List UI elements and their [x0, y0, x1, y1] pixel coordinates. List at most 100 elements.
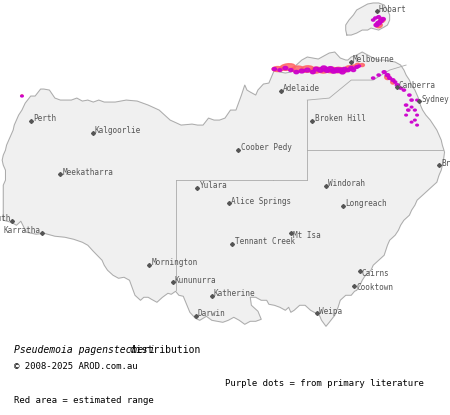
Ellipse shape [377, 16, 381, 18]
Text: Pseudemoia pagenstecheri: Pseudemoia pagenstecheri [14, 345, 154, 355]
Ellipse shape [355, 63, 360, 67]
Ellipse shape [310, 71, 315, 74]
Ellipse shape [321, 66, 327, 70]
Ellipse shape [376, 21, 382, 25]
Ellipse shape [272, 68, 277, 71]
Ellipse shape [405, 114, 407, 116]
Ellipse shape [399, 87, 402, 89]
Ellipse shape [350, 65, 357, 69]
Ellipse shape [377, 74, 380, 76]
Text: Tennant Creek: Tennant Creek [234, 237, 295, 246]
Ellipse shape [416, 99, 418, 101]
Text: Red area = estimated range: Red area = estimated range [14, 395, 153, 405]
Text: Coober Pedy: Coober Pedy [241, 144, 292, 152]
Ellipse shape [372, 77, 375, 79]
Text: Windorah: Windorah [328, 179, 365, 188]
Text: distribution: distribution [124, 345, 200, 355]
Text: Katherine: Katherine [214, 289, 255, 298]
Ellipse shape [374, 23, 379, 27]
Text: Sydney: Sydney [422, 95, 449, 104]
Ellipse shape [379, 18, 385, 22]
Text: Broken Hill: Broken Hill [315, 114, 365, 123]
Ellipse shape [313, 67, 319, 71]
Text: Kununurra: Kununurra [175, 276, 216, 285]
Ellipse shape [340, 70, 345, 74]
Ellipse shape [391, 79, 395, 81]
Ellipse shape [294, 71, 299, 74]
Text: Darwin: Darwin [198, 309, 226, 318]
Ellipse shape [402, 89, 405, 91]
Text: Cairns: Cairns [362, 269, 390, 278]
Text: Kalgoorlie: Kalgoorlie [95, 126, 141, 135]
Ellipse shape [393, 81, 397, 83]
Text: © 2008-2025 AROD.com.au: © 2008-2025 AROD.com.au [14, 362, 137, 371]
Text: Karratha: Karratha [3, 226, 40, 235]
Text: Mt Isa: Mt Isa [293, 230, 321, 239]
Ellipse shape [331, 69, 337, 73]
Text: Brisbane: Brisbane [441, 159, 450, 168]
Ellipse shape [374, 17, 377, 19]
Ellipse shape [378, 20, 383, 23]
Ellipse shape [387, 77, 392, 79]
Ellipse shape [305, 68, 310, 72]
Ellipse shape [381, 17, 385, 20]
Ellipse shape [410, 106, 413, 108]
Ellipse shape [21, 95, 23, 96]
Ellipse shape [272, 66, 283, 71]
Ellipse shape [414, 109, 416, 111]
Ellipse shape [355, 66, 359, 68]
Text: Cooktown: Cooktown [356, 283, 393, 292]
Ellipse shape [21, 95, 23, 97]
Ellipse shape [405, 104, 408, 106]
Ellipse shape [310, 67, 322, 73]
Polygon shape [2, 52, 445, 326]
Text: Melbourne: Melbourne [353, 55, 395, 64]
Ellipse shape [326, 67, 337, 73]
Ellipse shape [391, 80, 395, 84]
Ellipse shape [288, 68, 293, 71]
Ellipse shape [349, 66, 354, 70]
Ellipse shape [299, 69, 305, 73]
Ellipse shape [416, 114, 418, 116]
Ellipse shape [382, 71, 386, 73]
Ellipse shape [324, 68, 330, 72]
Ellipse shape [351, 68, 356, 71]
Ellipse shape [410, 99, 413, 101]
Text: Meekatharra: Meekatharra [63, 168, 113, 177]
Ellipse shape [327, 67, 334, 71]
Text: Mornington: Mornington [152, 259, 198, 267]
Ellipse shape [339, 68, 348, 73]
Ellipse shape [342, 67, 347, 71]
Ellipse shape [333, 67, 343, 73]
Text: Exmouth: Exmouth [0, 214, 10, 223]
Ellipse shape [317, 68, 324, 72]
Text: Longreach: Longreach [345, 199, 387, 208]
Ellipse shape [375, 22, 382, 28]
Ellipse shape [407, 109, 410, 111]
Ellipse shape [357, 65, 360, 67]
Ellipse shape [385, 75, 390, 80]
Ellipse shape [345, 66, 353, 70]
Polygon shape [346, 3, 390, 35]
Ellipse shape [416, 124, 418, 126]
Ellipse shape [396, 84, 399, 86]
Text: Purple dots = from primary literature: Purple dots = from primary literature [225, 379, 424, 388]
Text: Canberra: Canberra [399, 81, 436, 90]
Text: Alice Springs: Alice Springs [231, 197, 292, 205]
Ellipse shape [318, 67, 329, 73]
Ellipse shape [337, 68, 343, 72]
Ellipse shape [410, 121, 413, 123]
Text: Adelaide: Adelaide [283, 84, 320, 93]
Text: Weipa: Weipa [319, 307, 342, 316]
Ellipse shape [414, 119, 416, 121]
Ellipse shape [372, 19, 375, 21]
Ellipse shape [346, 68, 351, 72]
Text: Perth: Perth [34, 114, 57, 123]
Ellipse shape [408, 94, 411, 96]
Ellipse shape [360, 63, 364, 66]
Ellipse shape [292, 66, 303, 72]
Ellipse shape [278, 69, 282, 71]
Ellipse shape [301, 66, 314, 72]
Ellipse shape [385, 73, 390, 76]
Ellipse shape [333, 68, 340, 72]
